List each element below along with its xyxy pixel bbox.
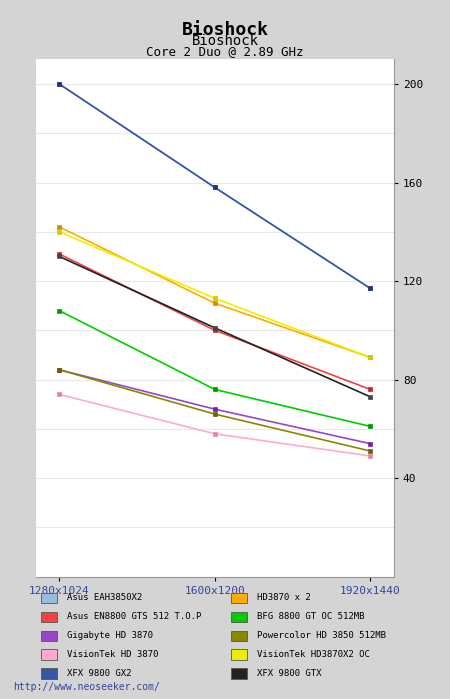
- Bar: [231, 649, 247, 660]
- Bar: [41, 630, 57, 641]
- Text: Asus EAH3850X2: Asus EAH3850X2: [67, 593, 142, 603]
- Bar: [231, 612, 247, 622]
- Text: Powercolor HD 3850 512MB: Powercolor HD 3850 512MB: [256, 631, 386, 640]
- Text: BFG 8800 GT OC 512MB: BFG 8800 GT OC 512MB: [256, 612, 364, 621]
- Text: Gigabyte HD 3870: Gigabyte HD 3870: [67, 631, 153, 640]
- Text: Bioshock: Bioshock: [192, 34, 258, 48]
- Bar: [41, 649, 57, 660]
- Bar: [231, 630, 247, 641]
- Text: XFX 9800 GX2: XFX 9800 GX2: [67, 669, 131, 678]
- Bar: [41, 612, 57, 622]
- Text: VisionTek HD 3870: VisionTek HD 3870: [67, 650, 158, 659]
- Text: http://www.neoseeker.com/: http://www.neoseeker.com/: [14, 682, 160, 692]
- Text: HD3870 x 2: HD3870 x 2: [256, 593, 310, 603]
- Bar: [41, 593, 57, 603]
- Text: VisionTek HD3870X2 OC: VisionTek HD3870X2 OC: [256, 650, 369, 659]
- Text: Core 2 Duo @ 2.89 GHz: Core 2 Duo @ 2.89 GHz: [146, 45, 304, 58]
- Bar: [41, 668, 57, 679]
- Bar: [231, 593, 247, 603]
- Bar: [231, 668, 247, 679]
- Text: Bioshock: Bioshock: [181, 21, 269, 39]
- Text: XFX 9800 GTX: XFX 9800 GTX: [256, 669, 321, 678]
- Text: Asus EN8800 GTS 512 T.O.P: Asus EN8800 GTS 512 T.O.P: [67, 612, 201, 621]
